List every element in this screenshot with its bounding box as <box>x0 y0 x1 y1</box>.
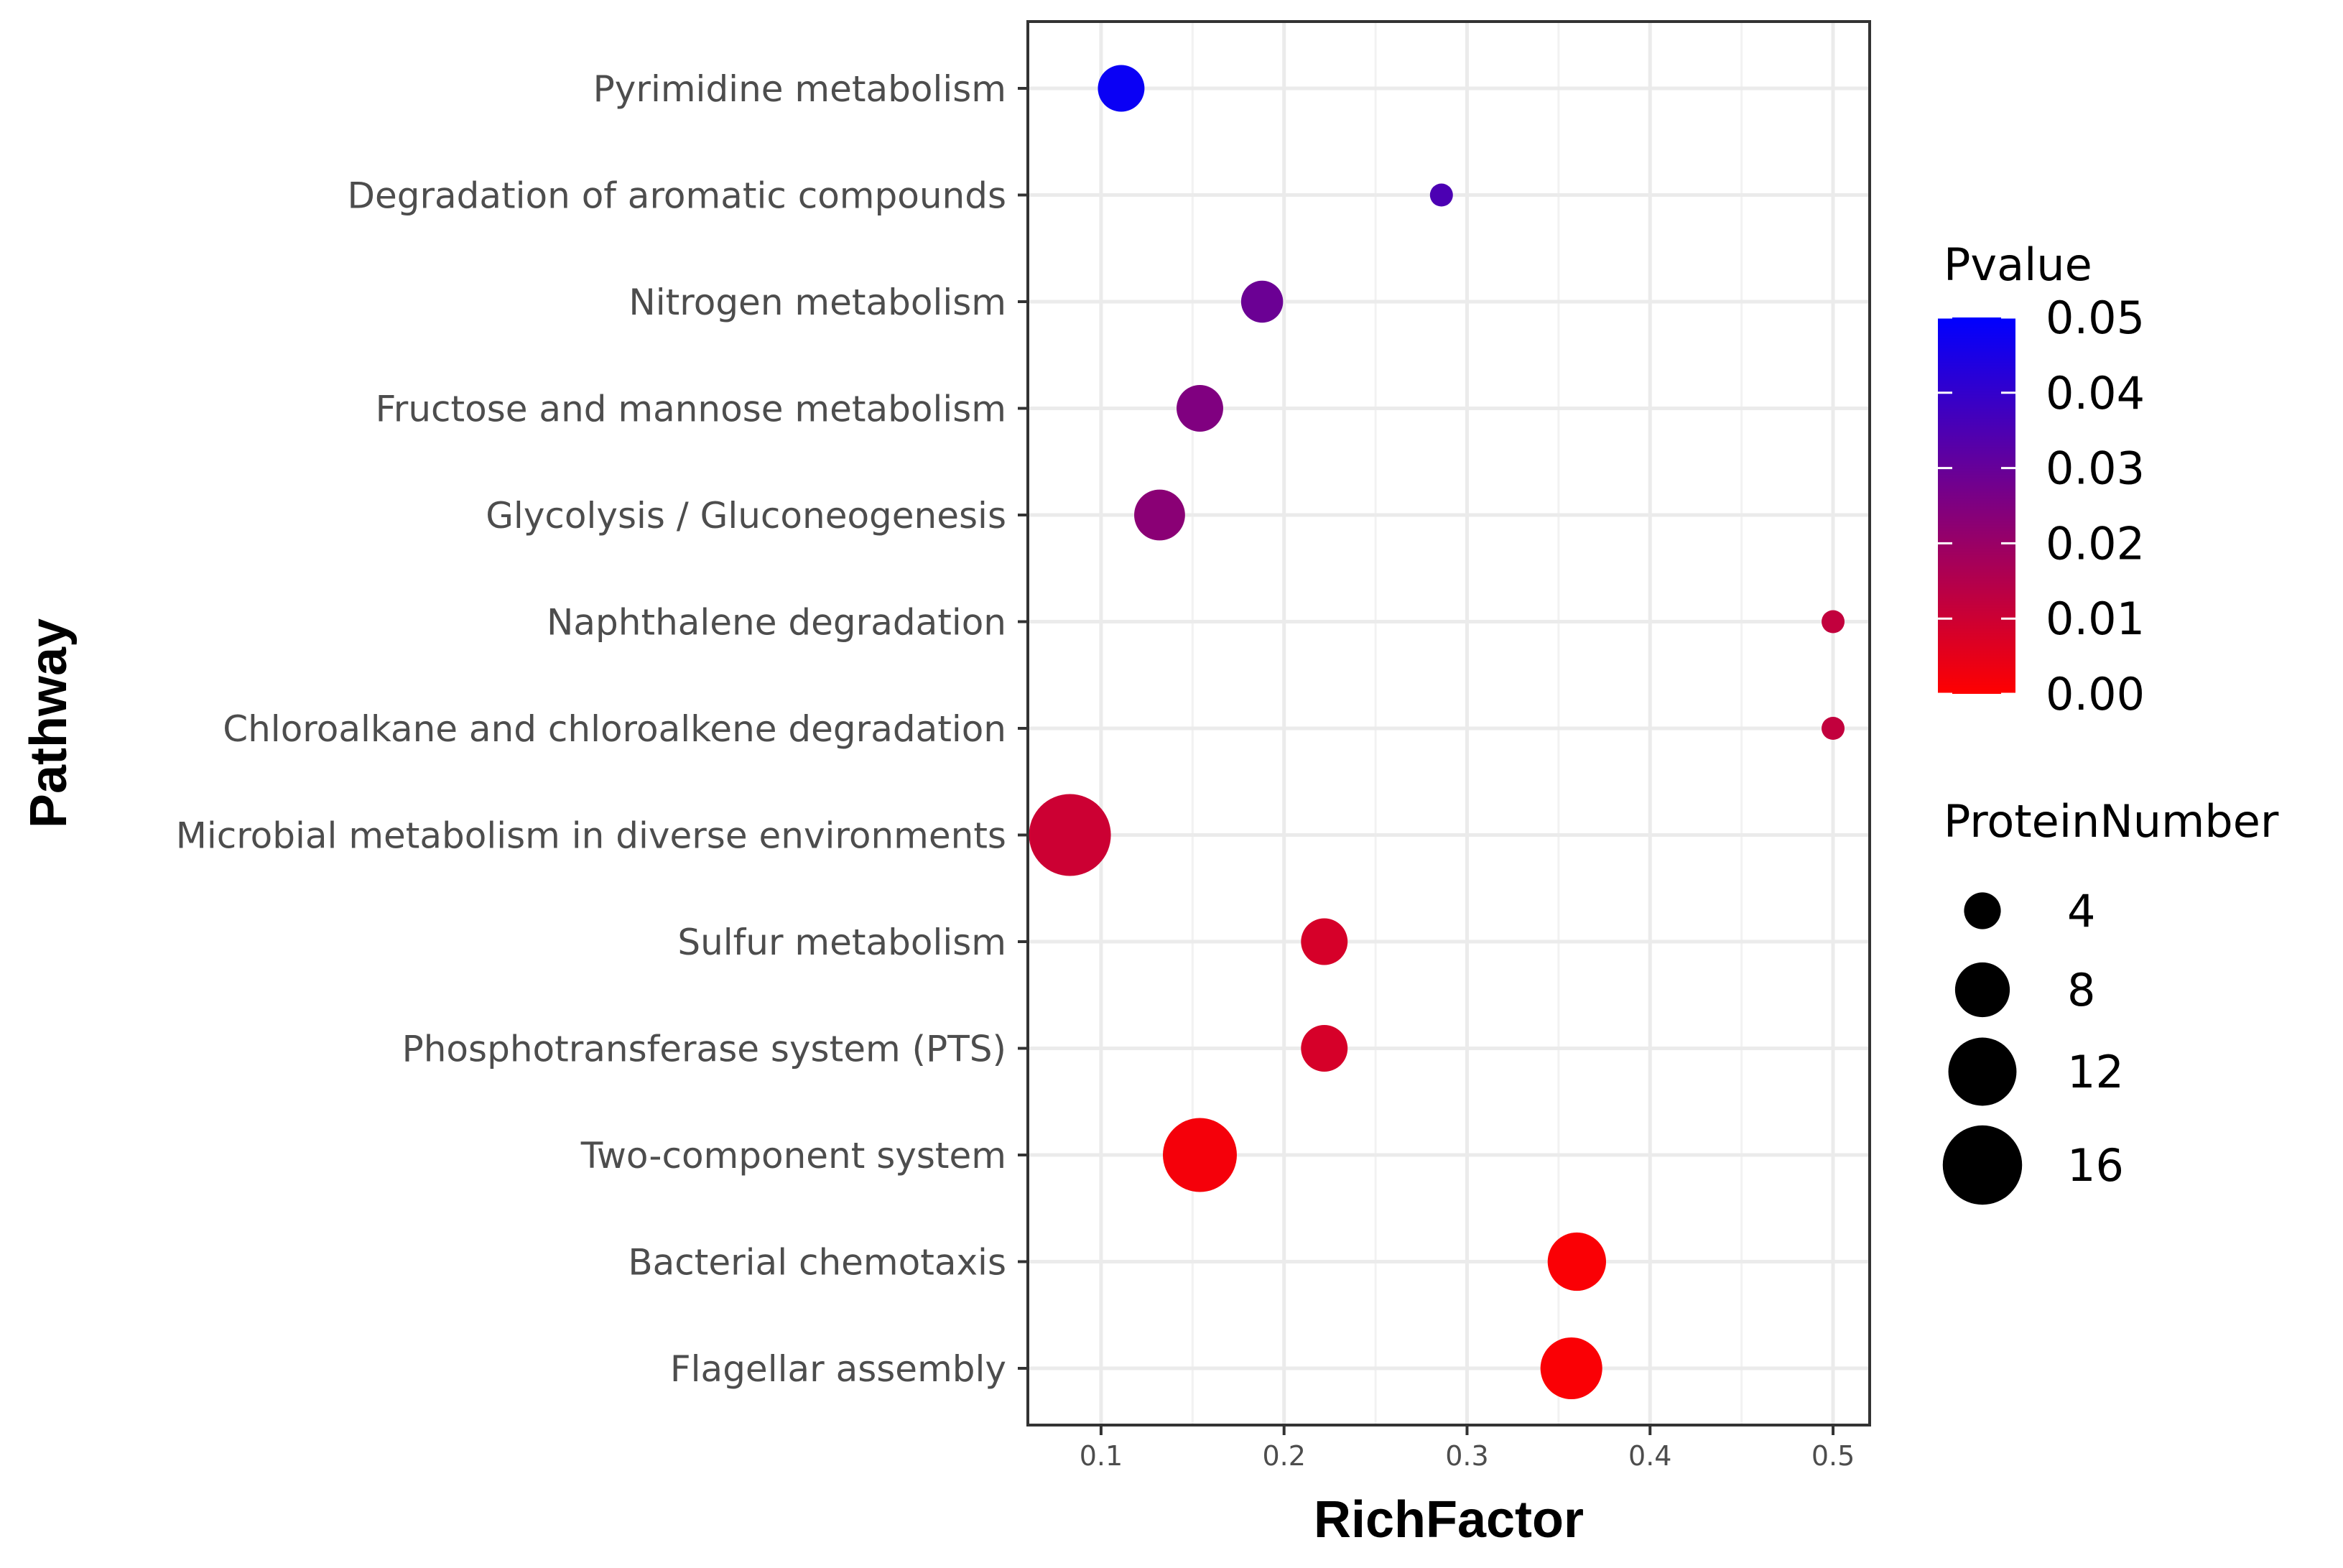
data-point <box>1429 183 1453 207</box>
data-point <box>1822 717 1845 740</box>
y-tick-label: Glycolysis / Gluconeogenesis <box>486 495 1006 537</box>
x-tick-label: 0.1 <box>1080 1440 1123 1472</box>
size-legend-circle <box>1964 892 2001 929</box>
size-legend-label: 12 <box>2067 1046 2124 1098</box>
x-tick-label: 0.2 <box>1262 1440 1305 1472</box>
colorbar-tick-label: 0.02 <box>2046 517 2145 570</box>
size-legend-label: 8 <box>2067 964 2095 1016</box>
pvalue-legend: Pvalue 0.05 0.04 0.03 0.02 0.01 0.00 <box>1938 238 2145 720</box>
x-axis-title: RichFactor <box>1314 1491 1584 1549</box>
y-tick-label: Degradation of aromatic compounds <box>347 175 1006 217</box>
y-tick-label: Phosphotransferase system (PTS) <box>402 1029 1006 1070</box>
y-tick-label: Microbial metabolism in diverse environm… <box>176 815 1006 857</box>
data-point <box>1163 1118 1237 1192</box>
protein-number-legend-title: ProteinNumber <box>1944 795 2279 848</box>
x-tick-label: 0.3 <box>1445 1440 1488 1472</box>
colorbar-tick-label: 0.03 <box>2046 442 2145 495</box>
y-tick-label: Flagellar assembly <box>670 1348 1006 1390</box>
y-tick-label: Chloroalkane and chloroalkene degradatio… <box>223 708 1006 750</box>
pvalue-legend-title: Pvalue <box>1944 238 2092 291</box>
x-tick-label: 0.4 <box>1628 1440 1671 1472</box>
colorbar-tick-label: 0.04 <box>2046 367 2145 419</box>
grid-lines <box>1028 22 1870 1425</box>
data-point <box>1547 1232 1607 1291</box>
protein-number-legend: ProteinNumber 4 8 12 16 <box>1942 795 2279 1205</box>
data-point <box>1301 1025 1348 1072</box>
size-legend-label: 16 <box>2067 1139 2124 1192</box>
y-axis: Pyrimidine metabolism Degradation of arom… <box>176 68 1028 1390</box>
x-axis: 0.1 0.2 0.3 0.4 0.5 <box>1080 1425 1855 1472</box>
data-point <box>1177 385 1223 432</box>
plot-panel-border <box>1026 20 1871 1426</box>
size-legend-circle <box>1954 962 2010 1018</box>
colorbar-tick-label: 0.05 <box>2046 292 2145 344</box>
colorbar-tick-label: 0.00 <box>2046 668 2145 720</box>
data-point <box>1540 1337 1602 1400</box>
colorbar-tick-label: 0.01 <box>2046 593 2145 645</box>
data-point <box>1301 918 1348 965</box>
data-point <box>1098 65 1145 112</box>
size-legend-label: 4 <box>2067 885 2095 937</box>
y-tick-label: Pyrimidine metabolism <box>593 68 1006 110</box>
data-points <box>1029 65 1845 1400</box>
y-tick-label: Two-component system <box>580 1135 1006 1177</box>
y-tick-label: Sulfur metabolism <box>677 922 1006 963</box>
x-tick-label: 0.5 <box>1811 1440 1855 1472</box>
pvalue-legend-ticks: 0.05 0.04 0.03 0.02 0.01 0.00 <box>1938 292 2145 720</box>
data-point <box>1822 610 1845 634</box>
pvalue-colorbar <box>1938 317 2015 694</box>
y-axis-title: Pathway <box>20 618 78 828</box>
size-legend-circle <box>1942 1125 2023 1205</box>
data-point <box>1029 794 1111 876</box>
y-tick-label: Naphthalene degradation <box>547 602 1006 644</box>
protein-number-legend-items: 4 8 12 16 <box>1942 885 2124 1205</box>
y-tick-label: Bacterial chemotaxis <box>628 1242 1006 1284</box>
size-legend-circle <box>1948 1037 2017 1106</box>
data-point <box>1240 280 1284 323</box>
y-tick-label: Fructose and mannose metabolism <box>376 389 1006 430</box>
y-tick-label: Nitrogen metabolism <box>628 282 1006 323</box>
data-point <box>1134 489 1185 541</box>
